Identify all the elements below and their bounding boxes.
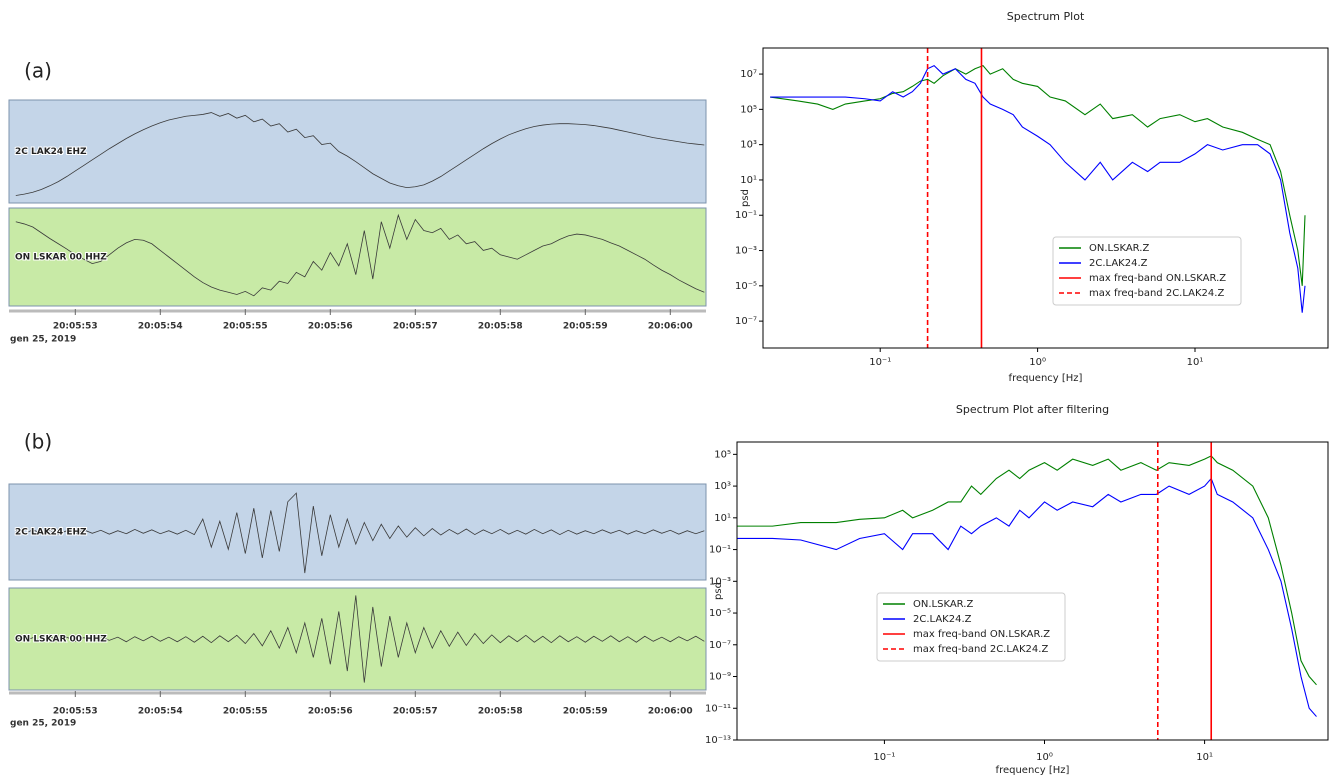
- legend-label: max freq-band 2C.LAK24.Z: [913, 644, 1048, 655]
- chart-title: Spectrum Plot after filtering: [956, 403, 1109, 416]
- y-tick-label: 10⁻⁵: [735, 281, 757, 292]
- x-tick-label: 20:05:58: [478, 322, 523, 332]
- y-tick-label: 10⁻⁷: [735, 316, 757, 327]
- trace-line: [15, 213, 705, 297]
- trace-band: [8, 207, 707, 307]
- y-tick-label: 10⁻⁵: [709, 608, 731, 619]
- plot-frame: [736, 441, 1329, 741]
- x-tick-label: 10¹: [1196, 752, 1213, 763]
- x-tick-label: 20:05:54: [138, 707, 183, 717]
- y-axis-label: psd: [713, 582, 724, 600]
- spectrum-line: [770, 64, 1306, 286]
- x-tick-label: 20:05:54: [138, 322, 183, 332]
- x-tick-label: 20:05:58: [478, 707, 523, 717]
- y-tick-label: 10¹: [740, 175, 757, 186]
- trace-band: [8, 99, 707, 204]
- x-tick-label: 20:05:59: [563, 322, 608, 332]
- chart-title: Spectrum Plot: [1007, 10, 1085, 23]
- date-label: gen 25, 2019: [10, 719, 76, 729]
- spectrum-line: [770, 64, 1306, 313]
- x-tick-label: 20:05:56: [308, 707, 353, 717]
- x-axis-label: frequency [Hz]: [1009, 373, 1083, 384]
- legend-label: 2C.LAK24.Z: [913, 614, 972, 625]
- trace-label: 2C LAK24 EHZ: [15, 528, 87, 538]
- legend-label: max freq-band ON.LSKAR.Z: [913, 629, 1050, 640]
- legend-label: max freq-band 2C.LAK24.Z: [1089, 288, 1224, 299]
- y-tick-label: 10⁻⁷: [709, 640, 731, 651]
- x-tick-label: 20:05:59: [563, 707, 608, 717]
- x-tick-label: 20:06:00: [648, 707, 693, 717]
- x-tick-label: 10¹: [1187, 357, 1204, 368]
- trace-line: [15, 595, 705, 683]
- x-axis-label: frequency [Hz]: [996, 765, 1070, 776]
- spectrum-line: [737, 455, 1317, 686]
- y-tick-label: 10⁻⁹: [709, 672, 731, 683]
- x-tick-label: 10⁰: [1036, 752, 1053, 763]
- x-tick-label: 20:05:55: [223, 707, 268, 717]
- x-tick-label: 20:05:53: [53, 322, 98, 332]
- spectrum-line: [737, 477, 1317, 717]
- y-tick-label: 10⁻³: [709, 576, 731, 587]
- y-axis-label: psd: [740, 189, 751, 207]
- x-tick-label: 20:05:56: [308, 322, 353, 332]
- date-label: gen 25, 2019: [10, 335, 76, 345]
- trace-label: 2C LAK24 EHZ: [15, 147, 87, 157]
- legend-box: [1052, 236, 1242, 306]
- trace-line: [15, 492, 705, 574]
- x-tick-label: 10⁰: [1029, 357, 1046, 368]
- x-tick-label: 20:05:55: [223, 322, 268, 332]
- x-tick-label: 20:05:53: [53, 707, 98, 717]
- y-tick-label: 10⁵: [714, 449, 731, 460]
- y-tick-label: 10¹: [714, 513, 731, 524]
- x-tick-label: 10⁻¹: [873, 752, 895, 763]
- y-tick-label: 10⁵: [740, 104, 757, 115]
- y-tick-label: 10⁻¹: [735, 210, 757, 221]
- panel-label: (b): [24, 430, 52, 454]
- trace-label: ON LSKAR 00 HHZ: [15, 253, 107, 263]
- y-tick-label: 10³: [714, 481, 731, 492]
- x-tick-label: 20:06:00: [648, 322, 693, 332]
- y-tick-label: 10⁻¹³: [705, 735, 731, 746]
- y-tick-label: 10⁻³: [735, 246, 757, 257]
- trace-line: [15, 112, 705, 196]
- trace-label: ON LSKAR 00 HHZ: [15, 635, 107, 645]
- y-tick-label: 10⁷: [740, 69, 757, 80]
- legend-label: max freq-band ON.LSKAR.Z: [1089, 273, 1226, 284]
- y-tick-label: 10⁻¹¹: [705, 703, 731, 714]
- plot-frame: [762, 47, 1329, 349]
- x-tick-label: 20:05:57: [393, 707, 438, 717]
- legend-box: [876, 592, 1066, 662]
- x-tick-label: 20:05:57: [393, 322, 438, 332]
- y-tick-label: 10³: [740, 140, 757, 151]
- panel-label: (a): [24, 59, 52, 83]
- legend-label: ON.LSKAR.Z: [913, 599, 973, 610]
- legend-label: 2C.LAK24.Z: [1089, 258, 1148, 269]
- legend-label: ON.LSKAR.Z: [1089, 243, 1149, 254]
- y-tick-label: 10⁻¹: [709, 545, 731, 556]
- x-tick-label: 10⁻¹: [869, 357, 891, 368]
